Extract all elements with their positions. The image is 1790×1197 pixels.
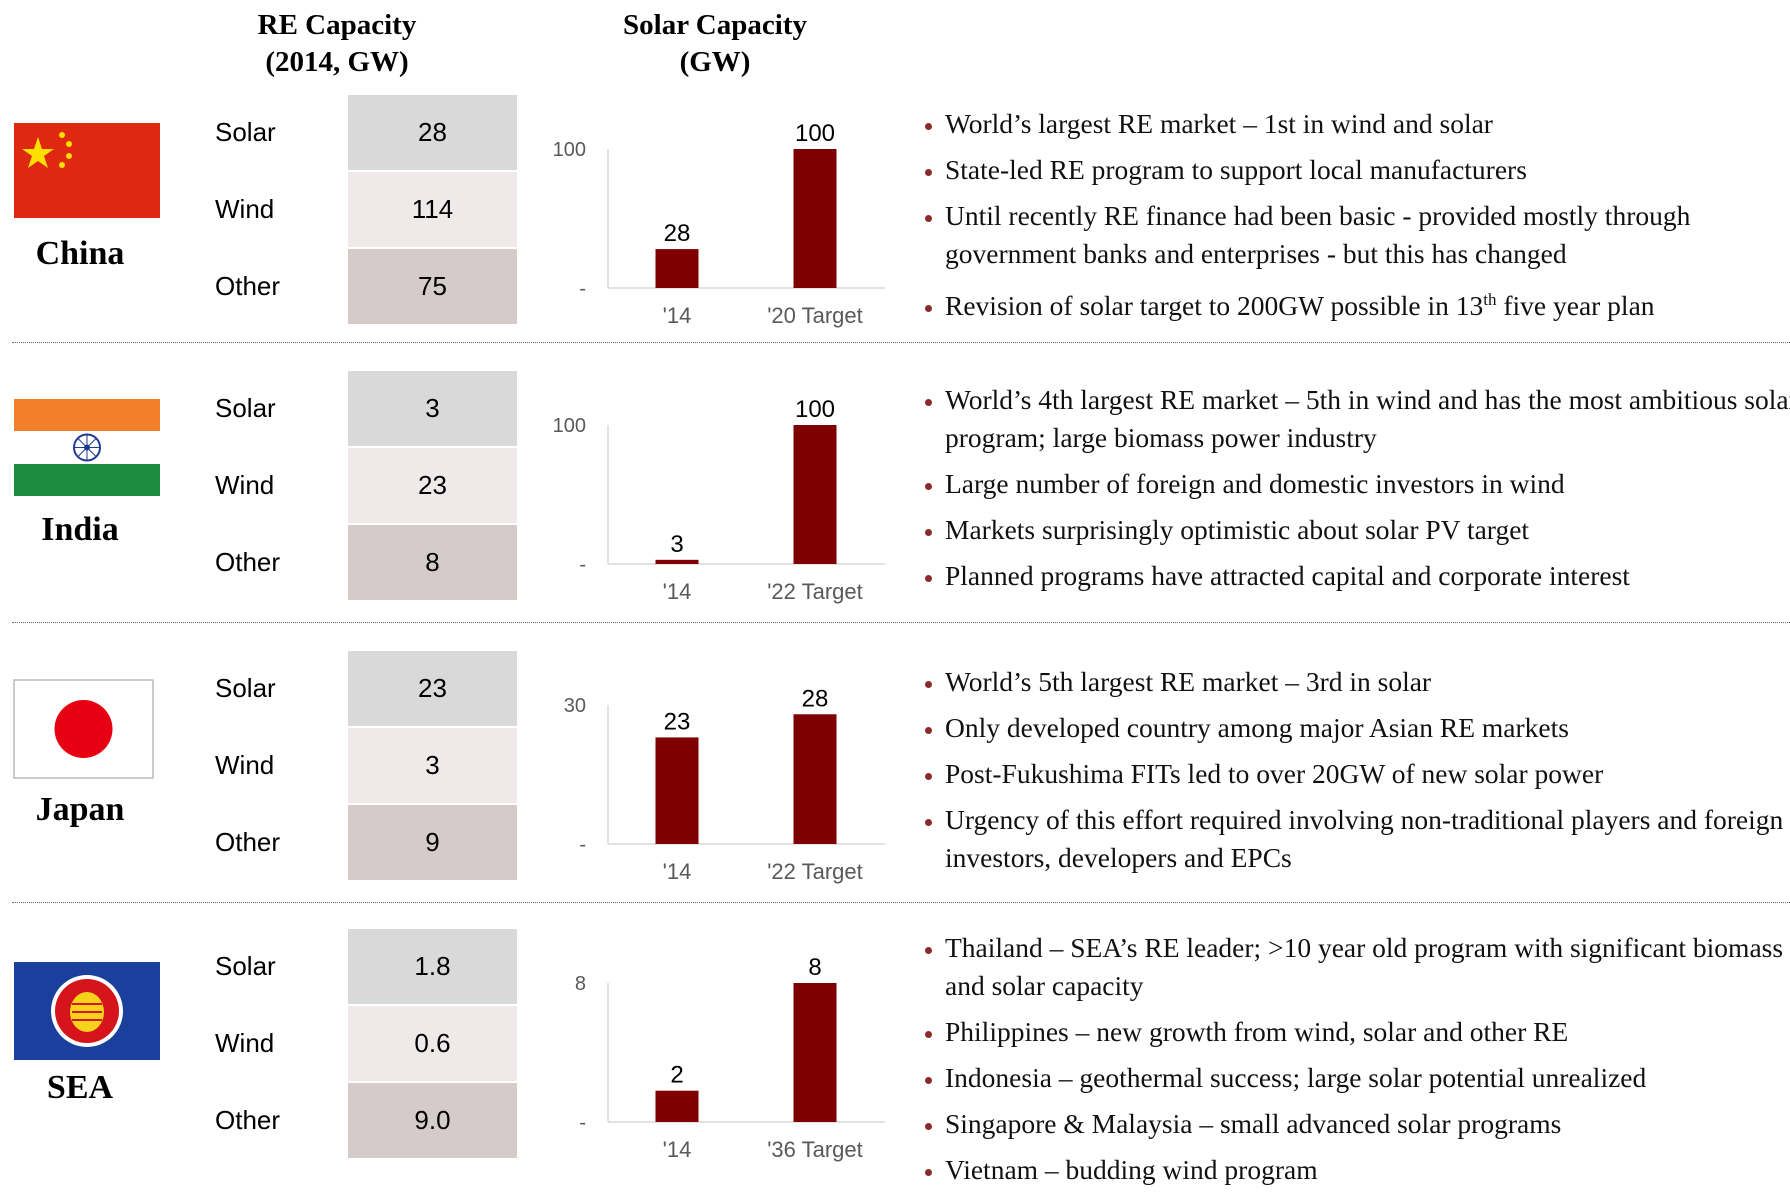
table-cell: 75 [348, 249, 517, 324]
bar [793, 149, 837, 288]
separator [12, 342, 1790, 343]
x-tick-label: '14 [663, 579, 692, 604]
row-label: Wind [215, 470, 275, 500]
y-tick-label: 30 [564, 695, 586, 717]
row-label: Other [215, 827, 281, 857]
country-name: China [35, 235, 125, 272]
bar [655, 737, 699, 844]
country-name: SEA [46, 1069, 114, 1106]
row-label: Other [215, 1105, 281, 1135]
value-label: 8 [808, 954, 821, 981]
y-tick-label: - [579, 278, 586, 300]
bullet: Only developed country among major Asian… [945, 709, 1790, 747]
table-cell: 3 [348, 371, 517, 446]
table-cell: 8 [348, 525, 517, 600]
row-label: Solar [215, 117, 276, 147]
bullet: Thailand – SEA’s RE leader; >10 year old… [945, 929, 1790, 1005]
bullet: Markets surprisingly optimistic about so… [945, 511, 1790, 549]
x-tick-label: '14 [663, 859, 692, 884]
header-line: Solar Capacity [623, 9, 807, 41]
bullet: Until recently RE finance had been basic… [945, 197, 1790, 273]
table-cell: 1.8 [348, 929, 517, 1004]
table-cell: 23 [348, 448, 517, 523]
y-tick-label: 100 [553, 415, 586, 437]
row-label: Other [215, 271, 281, 301]
bullet: Planned programs have attracted capital … [945, 557, 1790, 595]
x-tick-label: '36 Target [767, 1137, 863, 1162]
bullet: World’s largest RE market – 1st in wind … [945, 105, 1790, 143]
bullet: World’s 4th largest RE market – 5th in w… [945, 381, 1790, 457]
table-cell: 9.0 [348, 1083, 517, 1158]
table-header: RE Capacity (2014, GW) [177, 7, 497, 81]
bullet: Vietnam – budding wind program [945, 1151, 1790, 1189]
x-tick-label: '22 Target [767, 579, 863, 604]
value-label: 3 [670, 531, 683, 558]
value-label: 28 [664, 220, 691, 247]
row-label: Other [215, 547, 281, 577]
bar [793, 714, 837, 844]
flag-asean [14, 962, 160, 1060]
header-line: RE Capacity [257, 9, 417, 41]
bullet-list: World’s largest RE market – 1st in wind … [921, 105, 1790, 333]
bullet: Large number of foreign and domestic inv… [945, 465, 1790, 503]
row-label: Solar [215, 951, 276, 981]
row-label: Wind [215, 1028, 275, 1058]
bullet-sup: th [1483, 290, 1497, 309]
bullet-list: World’s 4th largest RE market – 5th in w… [921, 381, 1790, 603]
x-tick-label: '22 Target [767, 859, 863, 884]
bullet: World’s 5th largest RE market – 3rd in s… [945, 663, 1790, 701]
bullet: State-led RE program to support local ma… [945, 151, 1790, 189]
bullet: Philippines – new growth from wind, sola… [945, 1013, 1790, 1051]
flag-india [14, 399, 160, 496]
x-tick-label: '14 [663, 303, 692, 328]
header-line: (GW) [679, 46, 751, 78]
flag-china [14, 123, 160, 218]
table-cell: 23 [348, 651, 517, 726]
y-tick-label: 100 [553, 139, 586, 161]
x-tick-label: '14 [663, 1137, 692, 1162]
bar [793, 983, 837, 1122]
chart-header: Solar Capacity (GW) [555, 7, 875, 81]
flag-japan [13, 679, 154, 779]
value-label: 100 [795, 396, 835, 423]
header-line: (2014, GW) [265, 46, 409, 78]
bullet-text: five year plan [1496, 290, 1655, 322]
table-cell: 3 [348, 728, 517, 803]
y-tick-label: - [579, 554, 586, 576]
bullet: Singapore & Malaysia – small advanced so… [945, 1105, 1790, 1143]
row-label: Wind [215, 750, 275, 780]
bullet-list: Thailand – SEA’s RE leader; >10 year old… [921, 929, 1790, 1197]
bullet: Urgency of this effort required involvin… [945, 801, 1790, 877]
bullet: Revision of solar target to 200GW possib… [945, 281, 1790, 325]
row-label: Solar [215, 673, 276, 703]
separator [12, 622, 1790, 623]
table-cell: 114 [348, 172, 517, 247]
bar [793, 425, 837, 564]
table-cell: 0.6 [348, 1006, 517, 1081]
y-tick-label: - [579, 1112, 586, 1134]
y-tick-label: 8 [575, 973, 586, 995]
bar [655, 1090, 699, 1122]
country-name: Japan [35, 791, 125, 828]
value-label: 2 [670, 1062, 683, 1089]
separator [12, 902, 1790, 903]
bullet: Indonesia – geothermal success; large so… [945, 1059, 1790, 1097]
value-label: 100 [795, 120, 835, 147]
country-name: India [41, 511, 119, 548]
table-cell: 28 [348, 95, 517, 170]
x-tick-label: '20 Target [767, 303, 863, 328]
table-cell: 9 [348, 805, 517, 880]
bullet: Post-Fukushima FITs led to over 20GW of … [945, 755, 1790, 793]
row-label: Wind [215, 194, 275, 224]
value-label: 23 [664, 708, 691, 735]
row-label: Solar [215, 393, 276, 423]
value-label: 28 [802, 685, 829, 712]
y-tick-label: - [579, 834, 586, 856]
bullet-list: World’s 5th largest RE market – 3rd in s… [921, 663, 1790, 885]
bar [655, 249, 699, 288]
bullet-text: Revision of solar target to 200GW possib… [945, 290, 1484, 322]
bar [655, 559, 699, 564]
